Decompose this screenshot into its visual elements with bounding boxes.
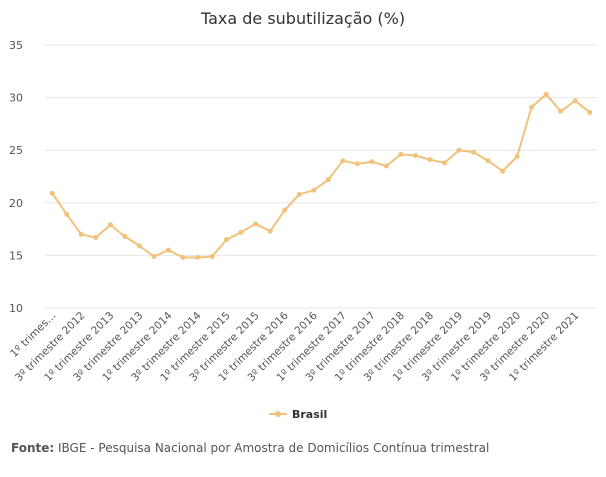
data-point (311, 187, 317, 193)
data-point (441, 160, 447, 166)
data-point (282, 207, 288, 213)
data-point (253, 221, 259, 227)
legend-label: Brasil (292, 408, 327, 421)
legend[interactable]: Brasil (269, 408, 327, 421)
data-point (238, 229, 244, 235)
data-point (180, 255, 186, 261)
data-point (587, 109, 593, 115)
data-point (514, 154, 520, 160)
data-point (296, 191, 302, 197)
data-point (136, 243, 142, 249)
series-layer (49, 91, 593, 261)
data-point (107, 222, 113, 228)
data-point (471, 149, 477, 155)
data-point (529, 104, 535, 110)
data-point (78, 231, 84, 237)
data-point (412, 152, 418, 158)
y-tick-label: 35 (9, 39, 23, 52)
data-point (165, 247, 171, 253)
data-point (383, 163, 389, 169)
y-tick-label: 15 (9, 249, 23, 262)
data-point (485, 158, 491, 164)
data-point (369, 159, 375, 165)
y-tick-label: 30 (9, 92, 23, 105)
chart-title: Taxa de subutilização (%) (200, 9, 405, 28)
data-point (122, 233, 128, 239)
series-line (51, 93, 591, 259)
source-text: IBGE - Pesquisa Nacional por Amostra de … (58, 441, 490, 455)
data-point (456, 147, 462, 153)
data-point (151, 253, 157, 259)
source-label: Fonte: (11, 441, 55, 455)
y-tick-label: 25 (9, 144, 23, 157)
data-point (500, 168, 506, 174)
y-tick-label: 20 (9, 197, 23, 210)
y-axis-ticks: 10 15 20 25 30 35 (9, 39, 23, 315)
data-point (398, 151, 404, 157)
grid (45, 44, 597, 309)
data-point (572, 98, 578, 104)
data-point (267, 228, 273, 234)
data-point (49, 190, 55, 196)
data-point (93, 235, 99, 241)
data-point (224, 237, 230, 243)
data-point (543, 91, 549, 97)
data-point (558, 108, 564, 114)
data-point (340, 158, 346, 164)
data-point (195, 255, 201, 261)
y-tick-label: 10 (9, 302, 23, 315)
data-point (354, 161, 360, 167)
data-point (325, 177, 331, 183)
data-point (427, 157, 433, 163)
legend-marker (275, 411, 281, 417)
data-point (209, 253, 215, 259)
data-point (64, 211, 70, 217)
legend-item[interactable]: Brasil (269, 408, 327, 421)
source-note: Fonte: IBGE - Pesquisa Nacional por Amos… (11, 441, 489, 455)
